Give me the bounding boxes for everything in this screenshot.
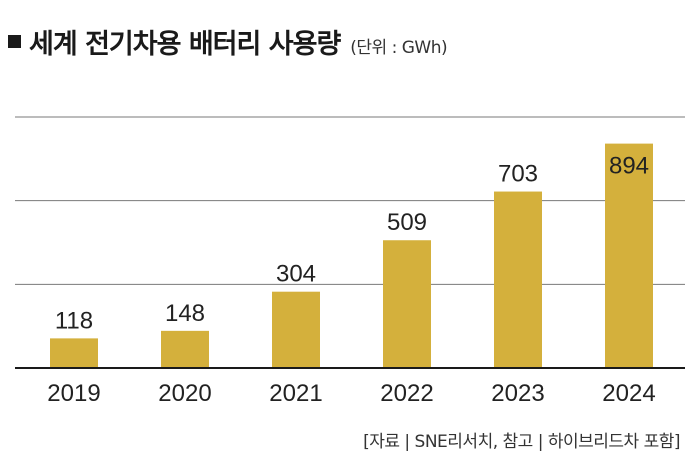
data-labels: 118 148 304 509 703 894 [55,153,649,335]
x-tick-label-2023: 2023 [491,380,544,407]
bar-2023 [494,191,542,368]
source-note: [자료 | SNE리서치, 참고 | 하이브리드차 포함] [363,432,680,452]
bar-2024 [605,143,653,368]
chart-header: 세계 전기차용 배터리 사용량 (단위 : GWh) [8,22,448,61]
data-label-2022: 509 [387,209,427,236]
bar-2019 [50,338,98,368]
x-tick-label-2024: 2024 [602,380,655,407]
x-tick-label-2019: 2019 [47,380,100,407]
data-label-2020: 148 [165,300,205,327]
x-tick-label-2020: 2020 [158,380,211,407]
x-tick-label-2022: 2022 [380,380,433,407]
data-label-2023: 703 [498,161,538,188]
unit-label: (단위 : GWh) [350,38,448,58]
chart-title: 세계 전기차용 배터리 사용량 [29,29,341,60]
grid-lines [15,116,685,285]
data-label-2019: 118 [55,307,93,334]
bar-2021 [272,291,320,368]
x-tick-label-2021: 2021 [269,380,322,407]
bar-2022 [383,240,431,368]
x-axis: 2019 2020 2021 2022 2023 2024 [15,367,685,407]
data-label-2024: 894 [609,153,649,180]
bars [50,143,653,368]
title-bullet-icon [8,35,21,48]
bar-2020 [161,330,209,368]
data-label-2021: 304 [276,261,316,288]
